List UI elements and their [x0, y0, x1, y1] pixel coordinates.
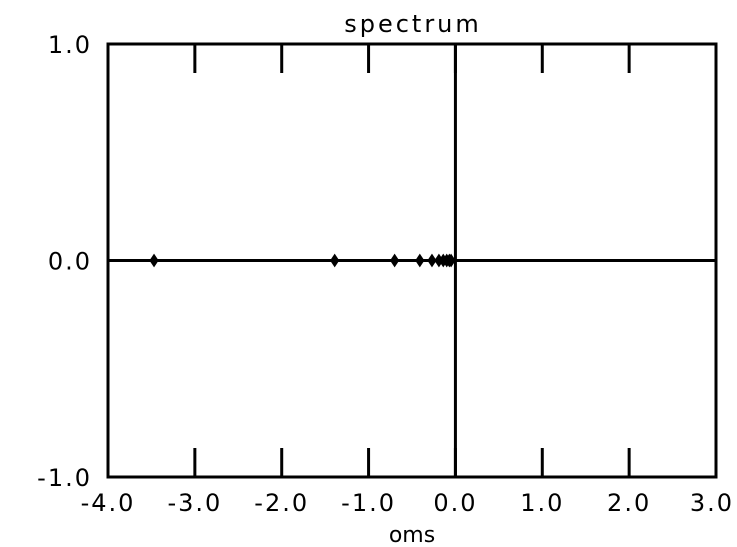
x-tick-label-1: -3.0 — [167, 489, 222, 517]
y-tick-label-0: -1.0 — [37, 464, 92, 492]
x-axis-label: oms — [389, 523, 435, 547]
x-tick-label-5: 1.0 — [520, 489, 564, 517]
data-point-0-4 — [427, 253, 437, 268]
reference-lines — [108, 44, 716, 477]
data-point-0-9 — [446, 253, 456, 268]
data-point-0-1 — [330, 253, 340, 268]
y-tick-label-2: 1.0 — [48, 31, 92, 59]
tick-marks — [193, 44, 631, 477]
x-tick-label-0: -4.0 — [81, 489, 136, 517]
x-tick-label-6: 2.0 — [607, 489, 651, 517]
data-point-0-0 — [149, 253, 159, 268]
x-tick-label-4: 0.0 — [433, 489, 477, 517]
data-points — [149, 253, 456, 268]
data-point-0-2 — [390, 253, 400, 268]
x-tick-label-7: 3.0 — [690, 489, 734, 517]
y-tick-label-1: 0.0 — [48, 248, 92, 276]
x-tick-label-3: -1.0 — [341, 489, 396, 517]
x-tick-labels: -4.0 -3.0 -2.0 -1.0 0.0 1.0 2.0 3.0 — [81, 489, 734, 517]
chart-title: spectrum — [344, 10, 482, 38]
x-tick-label-2: -2.0 — [254, 489, 309, 517]
y-tick-labels: -1.0 0.0 1.0 — [37, 31, 92, 492]
plot-frame — [106, 42, 718, 479]
data-point-0-3 — [415, 253, 425, 268]
